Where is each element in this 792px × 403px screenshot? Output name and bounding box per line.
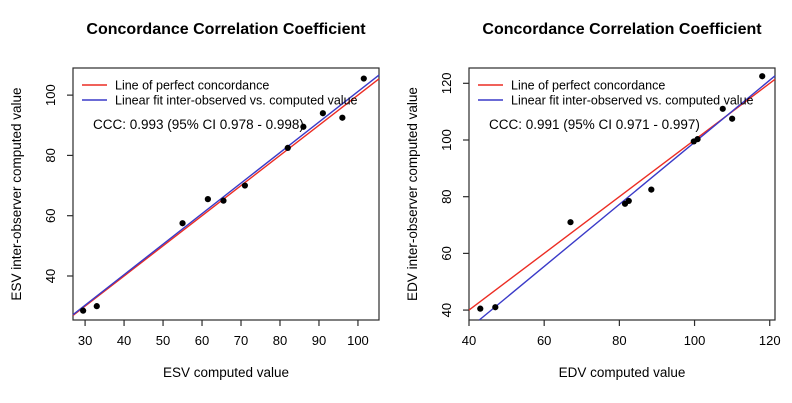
esv-scatter-plot: 30 40 50 60 70 80 90 100 40 60 80 100 Line of perfec…	[43, 67, 380, 348]
linear-fit-line	[478, 75, 776, 321]
x-tick-label: 70	[234, 333, 248, 348]
data-point	[179, 220, 186, 227]
data-point	[284, 144, 291, 151]
data-point	[300, 123, 307, 130]
ccc-annotation: CCC: 0.991 (95% CI 0.971 - 0.997)	[489, 117, 700, 132]
y-tick-label: 100	[43, 84, 58, 106]
y-tick-label: 100	[439, 129, 454, 151]
x-tick-label: 40	[117, 333, 131, 348]
data-point	[220, 197, 227, 204]
data-point	[492, 304, 499, 311]
esv-chart-panel: Concordance Correlation Coefficient ESV …	[9, 21, 380, 380]
perfect-concordance-line	[72, 78, 380, 317]
x-axis-label: EDV computed value	[558, 365, 686, 380]
y-tick-label: 80	[43, 148, 58, 162]
x-tick-label: 30	[78, 333, 92, 348]
data-point	[241, 182, 249, 189]
edv-scatter-plot: 40 60 80 100 120 40 60 80 100 120 Line of perfect …	[439, 67, 781, 348]
x-tick-label: 100	[684, 333, 706, 348]
legend-label: Line of perfect concordance	[511, 79, 665, 93]
y-tick-label: 60	[439, 246, 454, 260]
y-tick-label: 40	[439, 303, 454, 317]
data-point	[625, 197, 632, 205]
data-point	[694, 136, 701, 143]
chart-title: Concordance Correlation Coefficient	[482, 21, 762, 38]
x-tick-label: 80	[612, 333, 626, 348]
edv-chart-panel: Concordance Correlation Coefficient EDV …	[396, 0, 792, 403]
data-point	[339, 114, 346, 121]
data-point	[719, 105, 726, 112]
data-point	[319, 110, 326, 117]
data-point	[360, 75, 367, 82]
x-tick-label: 40	[462, 333, 476, 348]
x-tick-label: 90	[312, 333, 326, 348]
data-point	[729, 115, 736, 122]
x-tick-label: 120	[759, 333, 781, 348]
data-point	[204, 196, 211, 203]
x-tick-label: 50	[156, 333, 170, 348]
x-tick-label: 100	[347, 333, 369, 348]
y-tick-label: 80	[439, 189, 454, 203]
legend-label: Linear fit inter-observed vs. computed v…	[115, 94, 358, 108]
y-tick-label: 40	[43, 269, 58, 283]
y-tick-label: 60	[43, 208, 58, 222]
x-axis-label: ESV computed value	[162, 365, 290, 380]
data-point	[477, 305, 484, 312]
x-tick-label: 60	[537, 333, 551, 348]
y-tick-label: 120	[439, 72, 454, 94]
plot-border	[72, 67, 380, 321]
x-tick-label: 60	[195, 333, 209, 348]
chart-title: Concordance Correlation Coefficient	[86, 21, 366, 38]
plot-border	[468, 67, 776, 321]
data-point	[648, 186, 655, 193]
data-point	[93, 303, 100, 310]
x-tick-label: 80	[273, 333, 287, 348]
data-point	[80, 307, 87, 314]
ccc-annotation: CCC: 0.993 (95% CI 0.978 - 0.998)	[93, 117, 304, 132]
data-point	[567, 219, 574, 226]
linear-fit-line	[72, 74, 380, 316]
legend-label: Linear fit inter-observed vs. computed v…	[511, 94, 754, 108]
legend-label: Line of perfect concordance	[115, 79, 269, 93]
data-point	[759, 73, 766, 80]
